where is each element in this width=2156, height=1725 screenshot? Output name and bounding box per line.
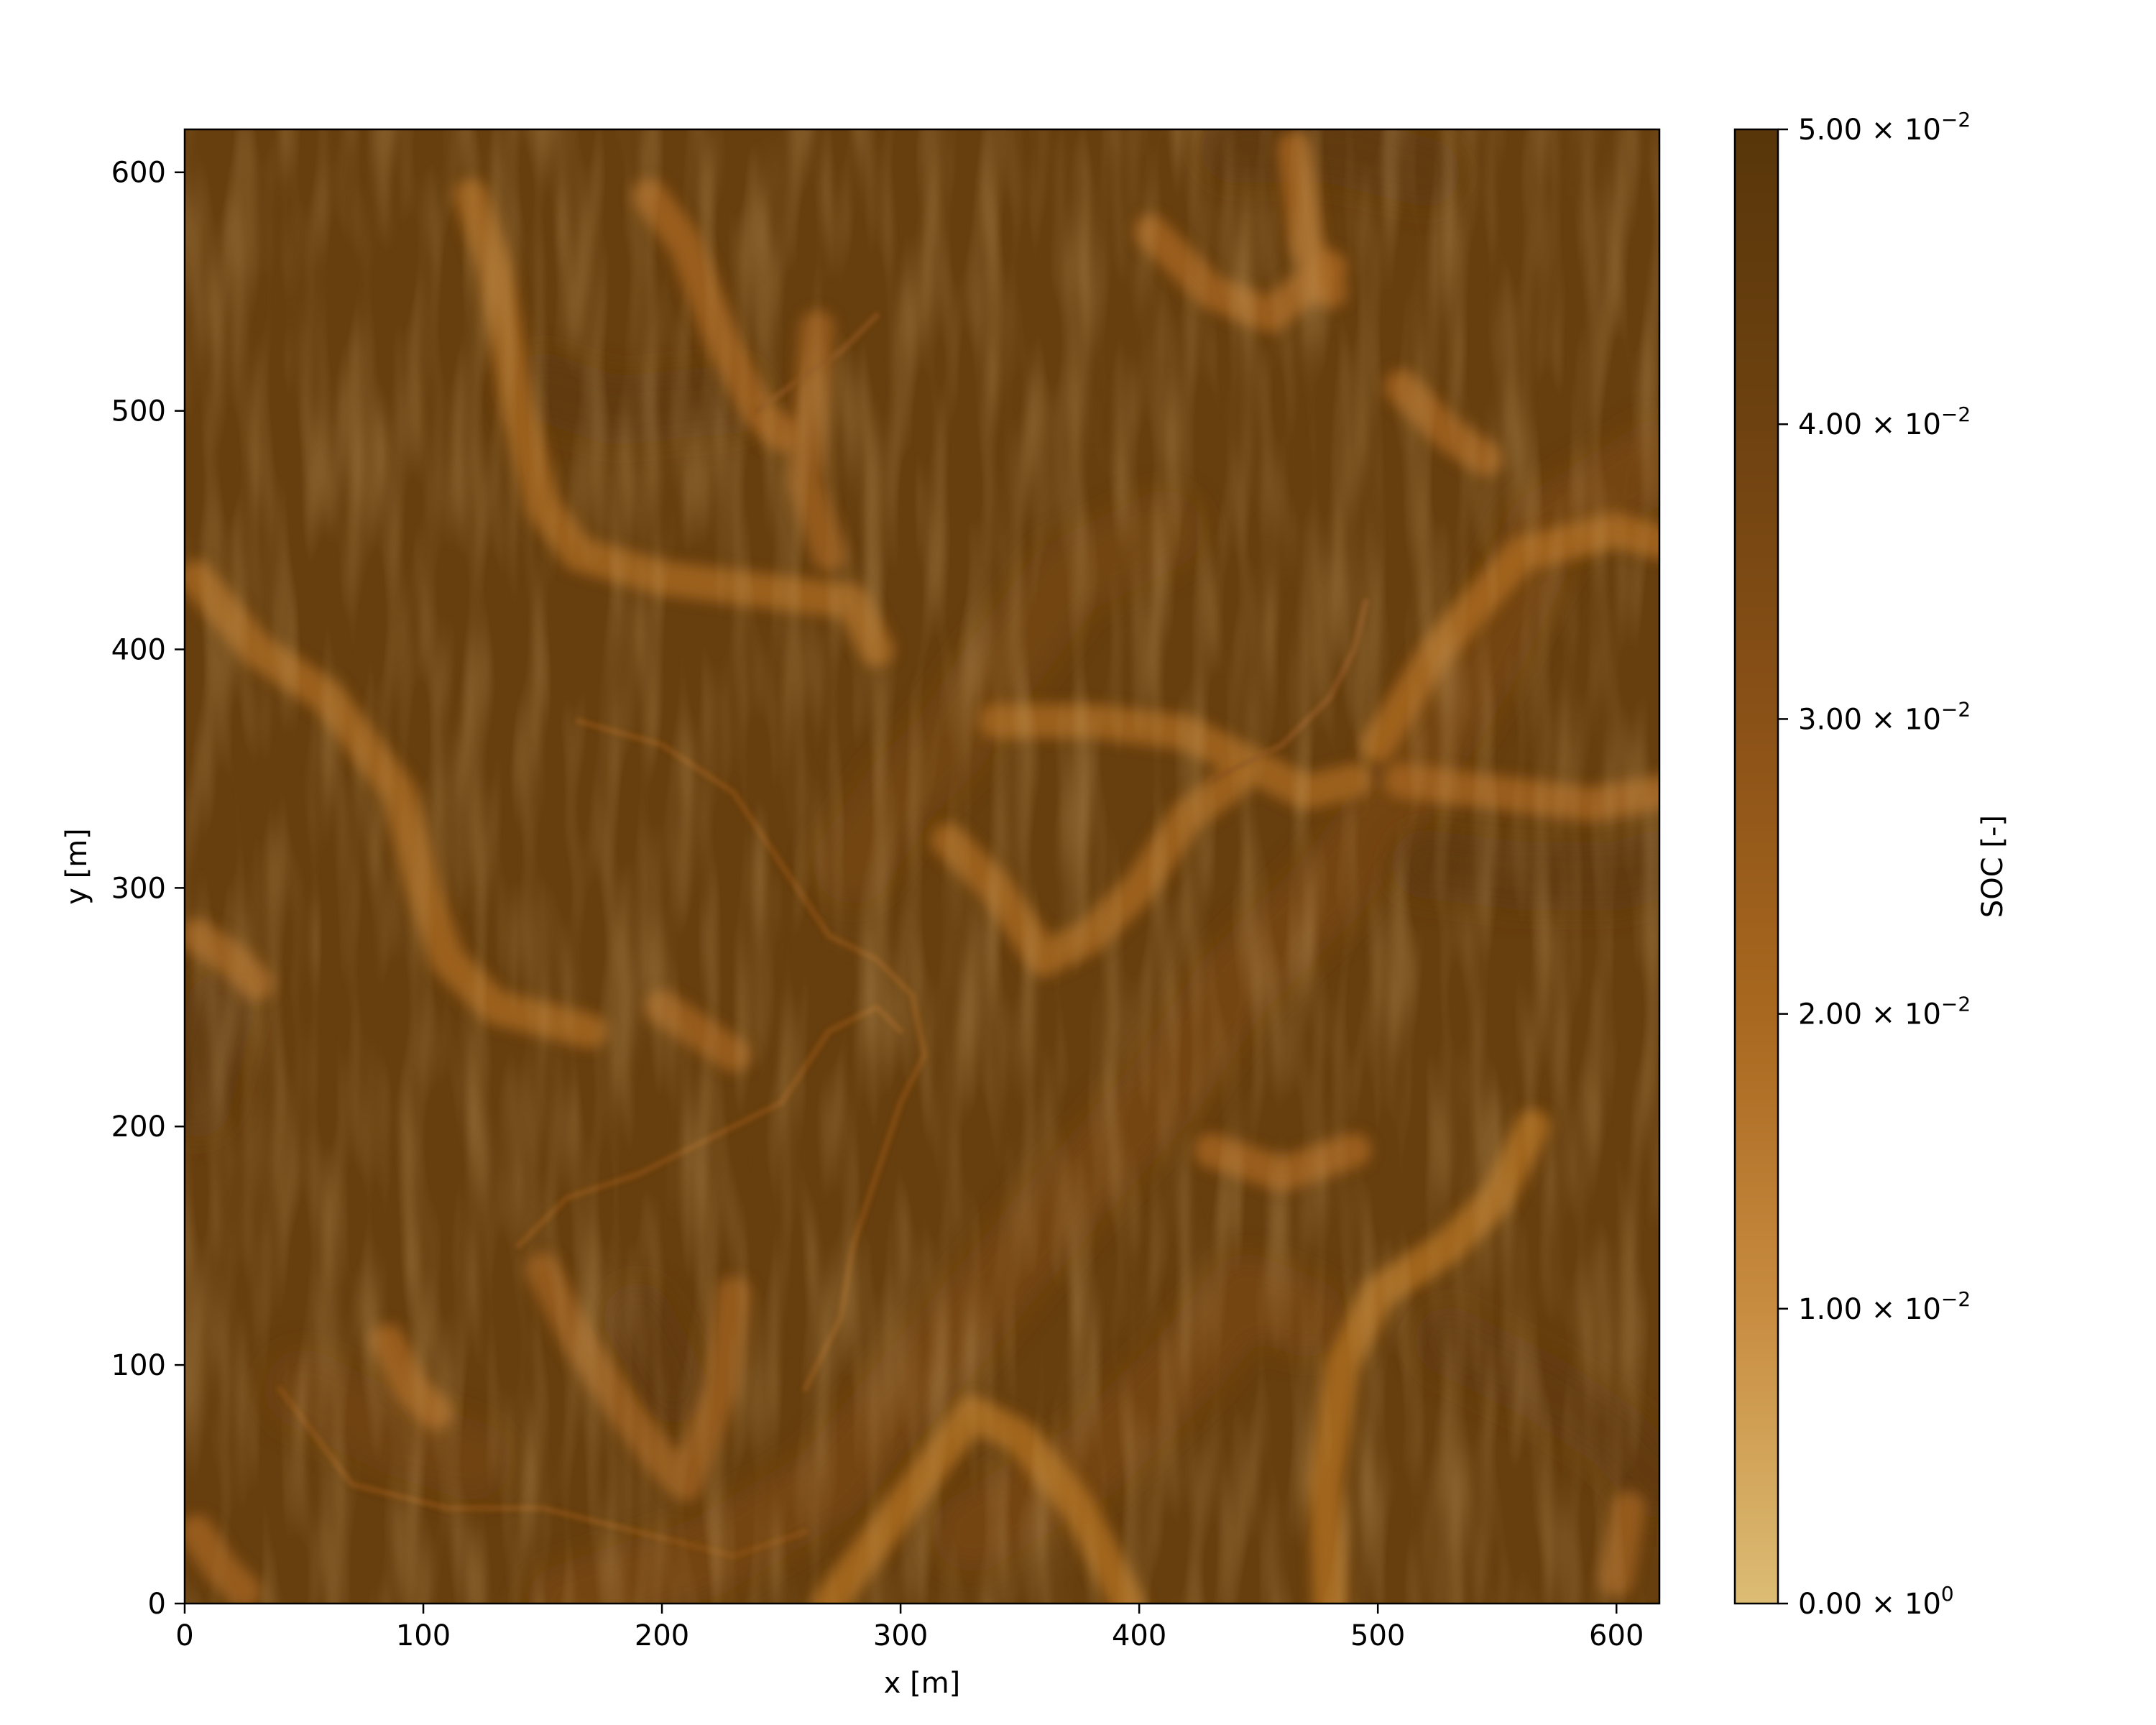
- colorbar-gradient: [1735, 129, 1778, 1604]
- y-tick-label-500: 500: [111, 395, 166, 428]
- colorbar-frame: [1733, 128, 1779, 1605]
- y-axis: 0 100 200 300 400 500 600: [111, 157, 185, 1621]
- x-tick-label-600: 600: [1589, 1619, 1644, 1652]
- colorbar-tick-label: 0.00 × 100: [1798, 1582, 1954, 1621]
- y-tick-label-600: 600: [111, 157, 166, 190]
- x-axis-label: x [m]: [884, 1667, 961, 1700]
- x-tick-label-300: 300: [873, 1619, 928, 1652]
- colorbar-tick-label: 2.00 × 10−2: [1798, 993, 1971, 1031]
- y-tick-label-300: 300: [111, 872, 166, 905]
- y-axis-label: y [m]: [60, 828, 93, 905]
- plot-frame: [183, 128, 1661, 1605]
- colorbar-tick-label: 5.00 × 10−2: [1798, 108, 1971, 147]
- colorbar-tick-label: 4.00 × 10−2: [1798, 402, 1971, 441]
- colorbar-tick-label: 1.00 × 10−2: [1798, 1287, 1971, 1326]
- x-tick-label-0: 0: [175, 1619, 193, 1652]
- x-tick-label-200: 200: [635, 1619, 689, 1652]
- colorbar-label: SOC [-]: [1976, 815, 2009, 918]
- x-axis: 0 100 200 300 400 500 600: [175, 1604, 1644, 1652]
- x-tick-label-400: 400: [1112, 1619, 1166, 1652]
- y-tick-label-400: 400: [111, 633, 166, 666]
- colorbar-tick-label: 3.00 × 10−2: [1798, 697, 1971, 736]
- y-tick-label-100: 100: [111, 1349, 166, 1382]
- heatmap-texture: [185, 129, 1659, 1604]
- y-tick-label-200: 200: [111, 1110, 166, 1144]
- colorbar: 0.00 × 100 1.00 × 10−2 2.00 × 10−2 3.00 × 1…: [1733, 108, 2009, 1621]
- x-tick-label-100: 100: [396, 1619, 451, 1652]
- heatmap-plot-area: [183, 128, 1661, 1605]
- y-tick-label-0: 0: [148, 1588, 166, 1621]
- x-tick-label-500: 500: [1350, 1619, 1405, 1652]
- colorbar-ticks: 0.00 × 100 1.00 × 10−2 2.00 × 10−2 3.00 × 1…: [1778, 108, 1971, 1621]
